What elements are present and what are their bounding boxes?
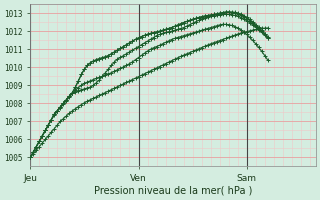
X-axis label: Pression niveau de la mer( hPa ): Pression niveau de la mer( hPa ) xyxy=(94,186,252,196)
